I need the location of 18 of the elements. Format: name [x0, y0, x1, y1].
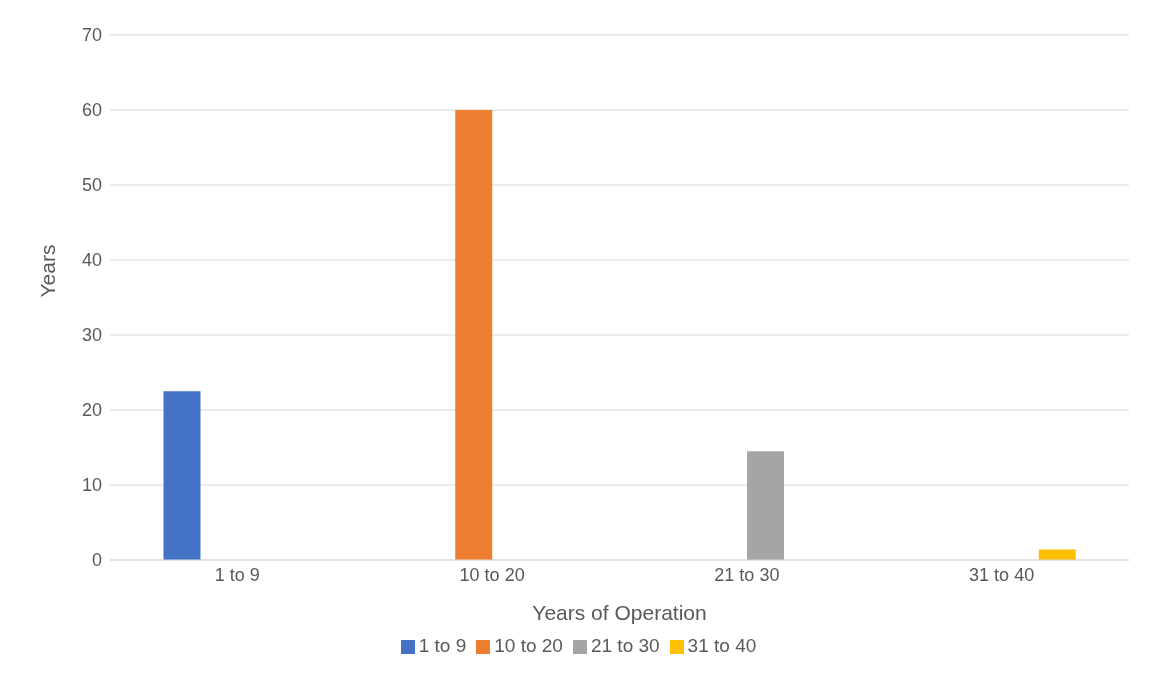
legend-label: 1 to 9 [418, 635, 467, 656]
x-tick-label: 1 to 9 [214, 564, 260, 585]
y-tick-label: 70 [81, 25, 102, 46]
y-tick-label: 30 [81, 325, 102, 346]
y-tick-label: 0 [91, 550, 102, 571]
y-tick-label: 50 [81, 175, 102, 196]
x-tick-label: 10 to 20 [459, 564, 525, 585]
x-axis-title: Years of Operation [532, 601, 707, 624]
y-tick-label: 20 [81, 400, 102, 421]
y-tick-label: 10 [81, 475, 102, 496]
x-tick-label: 21 to 30 [714, 564, 780, 585]
y-tick-label: 40 [81, 250, 102, 271]
x-tick-label: 31 to 40 [969, 564, 1035, 585]
legend-label: 21 to 30 [590, 635, 660, 656]
legend-label: 31 to 40 [687, 635, 757, 656]
y-tick-label: 60 [81, 100, 102, 121]
legend-label: 10 to 20 [494, 635, 563, 656]
y-axis-title: Years [36, 244, 60, 298]
